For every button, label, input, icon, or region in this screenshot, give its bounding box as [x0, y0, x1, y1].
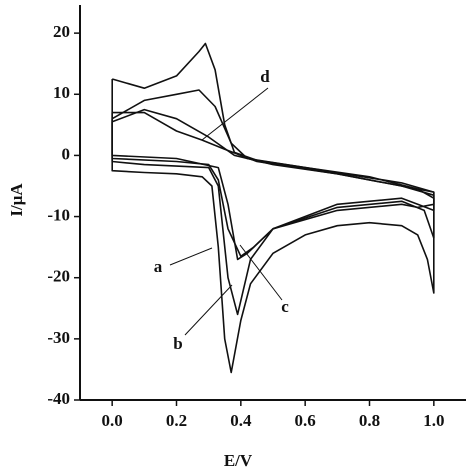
y-tick-label: -40 — [47, 389, 70, 408]
curve — [111, 42, 435, 374]
y-tick-label: 20 — [53, 22, 70, 41]
label-arrow — [201, 87, 269, 141]
y-tick-label: 0 — [62, 144, 71, 163]
curve-label: c — [281, 297, 289, 316]
curve — [111, 108, 435, 258]
curve — [111, 89, 435, 316]
x-tick-label: 0.6 — [295, 411, 316, 430]
y-tick-label: 10 — [53, 83, 70, 102]
y-tick-label: -10 — [47, 205, 70, 224]
x-tick-label: 1.0 — [423, 411, 444, 430]
label-arrow — [184, 284, 233, 336]
x-axis-label: E/V — [224, 451, 253, 470]
curve-label: a — [154, 257, 163, 276]
y-tick-label: -30 — [47, 328, 70, 347]
y-axis-label: I/μA — [7, 183, 26, 217]
curve — [111, 111, 435, 261]
curve-label: b — [173, 334, 182, 353]
y-tick-label: -20 — [47, 267, 70, 286]
x-tick-label: 0.4 — [230, 411, 252, 430]
x-tick-label: 0.0 — [102, 411, 123, 430]
x-tick-label: 0.2 — [166, 411, 187, 430]
curve-label: d — [260, 67, 270, 86]
x-tick-label: 0.8 — [359, 411, 380, 430]
label-arrow — [169, 247, 213, 266]
